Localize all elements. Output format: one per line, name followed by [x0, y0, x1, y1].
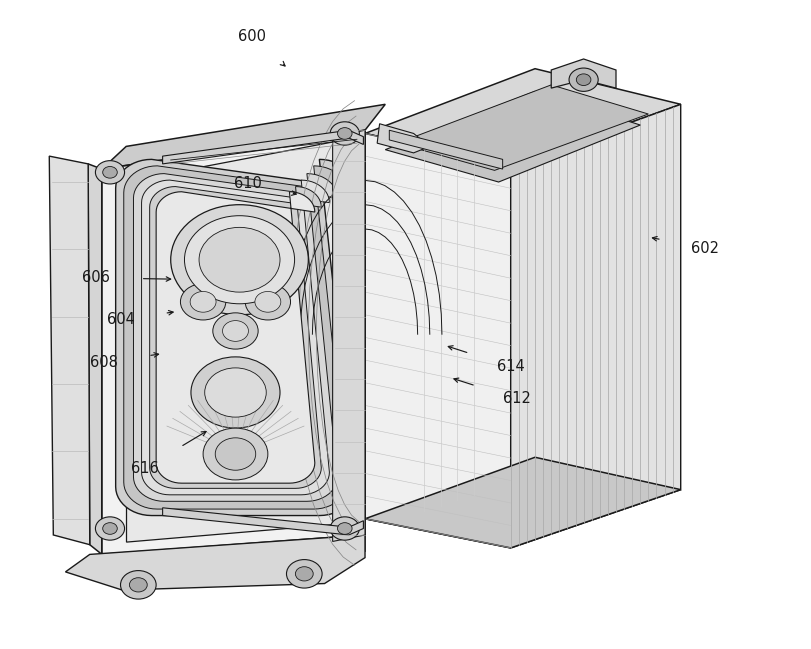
- Circle shape: [569, 68, 599, 92]
- Polygon shape: [134, 173, 337, 501]
- Circle shape: [170, 204, 308, 315]
- Polygon shape: [116, 160, 355, 515]
- Circle shape: [337, 522, 352, 534]
- Polygon shape: [142, 180, 329, 495]
- Circle shape: [222, 321, 248, 341]
- Polygon shape: [150, 186, 321, 488]
- Polygon shape: [511, 104, 680, 548]
- Polygon shape: [163, 130, 363, 164]
- Circle shape: [103, 522, 118, 534]
- Polygon shape: [124, 166, 347, 509]
- Circle shape: [180, 284, 225, 320]
- Circle shape: [286, 559, 322, 588]
- Polygon shape: [333, 130, 365, 541]
- Text: 616: 616: [131, 461, 159, 476]
- Text: 614: 614: [497, 359, 525, 374]
- Text: 608: 608: [90, 354, 118, 369]
- Circle shape: [204, 368, 266, 417]
- Polygon shape: [365, 69, 680, 166]
- Text: 602: 602: [691, 241, 719, 256]
- Polygon shape: [389, 130, 503, 169]
- Polygon shape: [127, 138, 356, 542]
- Text: 600: 600: [238, 29, 266, 44]
- Polygon shape: [49, 156, 90, 545]
- Circle shape: [96, 517, 125, 540]
- Circle shape: [295, 567, 313, 581]
- Circle shape: [577, 74, 591, 86]
- Polygon shape: [377, 124, 430, 153]
- Circle shape: [337, 128, 352, 140]
- Text: 604: 604: [106, 312, 135, 327]
- Polygon shape: [551, 59, 616, 88]
- Circle shape: [212, 313, 258, 349]
- Text: 606: 606: [82, 271, 110, 286]
- Polygon shape: [397, 85, 648, 171]
- Polygon shape: [102, 130, 365, 554]
- Circle shape: [190, 291, 216, 312]
- Polygon shape: [163, 508, 363, 535]
- Circle shape: [130, 578, 148, 592]
- Circle shape: [184, 215, 294, 304]
- Circle shape: [245, 284, 290, 320]
- Polygon shape: [157, 191, 315, 483]
- Circle shape: [203, 428, 268, 480]
- Circle shape: [199, 227, 280, 292]
- Circle shape: [330, 517, 359, 540]
- Polygon shape: [385, 92, 641, 182]
- Circle shape: [215, 438, 255, 471]
- Polygon shape: [98, 535, 365, 572]
- Text: 610: 610: [234, 176, 262, 191]
- Polygon shape: [66, 535, 365, 590]
- Circle shape: [191, 357, 280, 428]
- Circle shape: [121, 570, 157, 599]
- Polygon shape: [365, 458, 680, 548]
- Circle shape: [255, 291, 281, 312]
- Polygon shape: [88, 164, 102, 554]
- Circle shape: [103, 167, 118, 178]
- Text: 612: 612: [504, 391, 531, 406]
- Polygon shape: [102, 104, 385, 169]
- Polygon shape: [365, 134, 511, 548]
- Circle shape: [330, 122, 359, 145]
- Circle shape: [96, 161, 125, 184]
